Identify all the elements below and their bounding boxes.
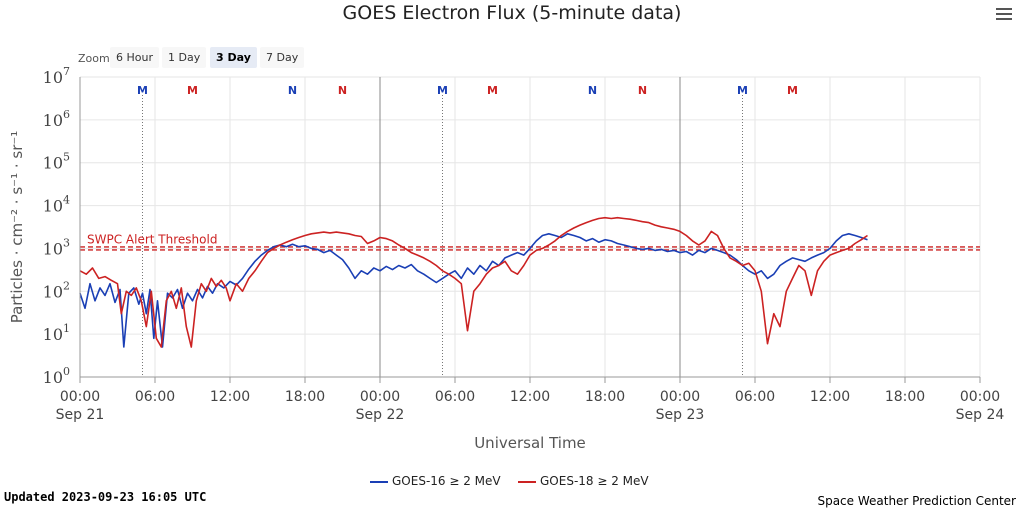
x-tick-time: 12:00 (810, 389, 850, 405)
y-tick-label: 100 (43, 365, 70, 387)
noon-midnight-marker: M (437, 84, 448, 97)
noon-midnight-marker: N (638, 84, 647, 97)
x-tick-time: 00:00 (660, 389, 700, 405)
legend-goes-18[interactable]: GOES-18 ≥ 2 MeV (518, 474, 649, 488)
x-tick-time: 12:00 (510, 389, 550, 405)
noon-midnight-marker: M (737, 84, 748, 97)
credit-text: Space Weather Prediction Center (817, 494, 1016, 508)
noon-midnight-marker: M (487, 84, 498, 97)
x-tick-date: Sep 23 (656, 407, 705, 423)
y-tick-label: 102 (43, 279, 70, 301)
hamburger-menu-icon[interactable] (996, 8, 1012, 22)
noon-midnight-marker: M (187, 84, 198, 97)
x-axis-title: Universal Time (474, 434, 586, 452)
x-tick-date: Sep 24 (956, 407, 1005, 423)
x-tick-time: 00:00 (60, 389, 100, 405)
zoom-label: Zoom (78, 52, 110, 65)
y-tick-label: 105 (43, 151, 70, 173)
x-tick-time: 00:00 (360, 389, 400, 405)
noon-midnight-marker: M (787, 84, 798, 97)
x-tick-time: 06:00 (435, 389, 475, 405)
y-tick-label: 104 (43, 194, 70, 216)
y-tick-label: 103 (43, 236, 70, 258)
noon-midnight-marker: N (288, 84, 297, 97)
chart-title: GOES Electron Flux (5-minute data) (342, 2, 682, 24)
x-tick-time: 12:00 (210, 389, 250, 405)
noon-midnight-marker: N (338, 84, 347, 97)
noon-midnight-marker: N (588, 84, 597, 97)
legend-swatch-blue (370, 480, 388, 483)
series-line-goes-18 (79, 216, 868, 348)
legend-goes-16-label: GOES-16 ≥ 2 MeV (392, 474, 501, 488)
zoom-7-day-button[interactable]: 7 Day (260, 47, 305, 68)
y-tick-label: 107 (43, 65, 70, 87)
x-tick-time: 06:00 (135, 389, 175, 405)
y-tick-label: 106 (43, 108, 70, 130)
zoom-3-day-button[interactable]: 3 Day (210, 47, 257, 68)
x-tick-time: 06:00 (735, 389, 775, 405)
y-axis-title: Particles · cm⁻² · s⁻¹ · sr⁻¹ (8, 131, 26, 324)
x-tick-date: Sep 21 (56, 407, 105, 423)
x-tick-date: Sep 22 (356, 407, 405, 423)
x-tick-time: 18:00 (585, 389, 625, 405)
legend-goes-18-label: GOES-18 ≥ 2 MeV (540, 474, 649, 488)
zoom-6-hour-button[interactable]: 6 Hour (110, 47, 159, 68)
legend-goes-16[interactable]: GOES-16 ≥ 2 MeV (370, 474, 501, 488)
legend-swatch-red (518, 480, 536, 483)
x-tick-time: 18:00 (885, 389, 925, 405)
x-tick-time: 00:00 (960, 389, 1000, 405)
y-tick-label: 101 (43, 322, 70, 344)
updated-timestamp: Updated 2023-09-23 16:05 UTC (4, 490, 207, 504)
x-tick-time: 18:00 (285, 389, 325, 405)
zoom-1-day-button[interactable]: 1 Day (162, 47, 207, 68)
noon-midnight-marker: M (137, 84, 148, 97)
threshold-label: SWPC Alert Threshold (87, 232, 217, 246)
